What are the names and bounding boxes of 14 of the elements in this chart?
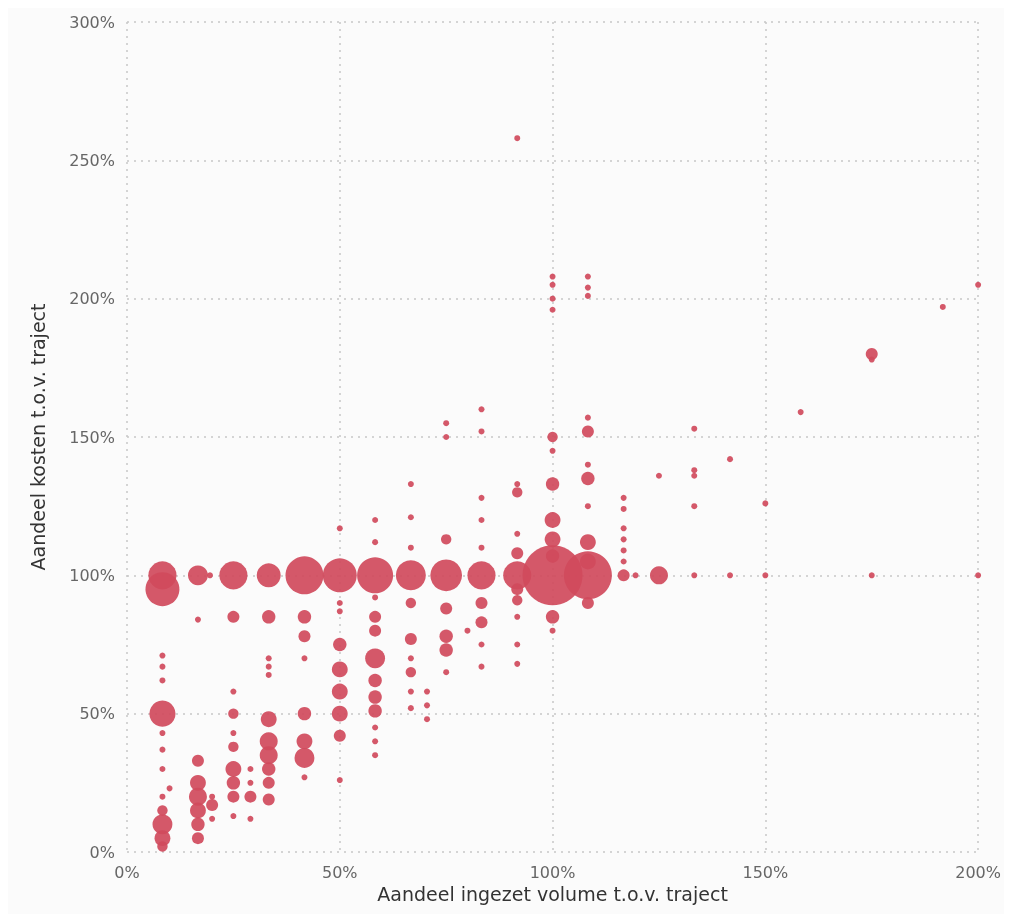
- y-tick-label: 200%: [69, 289, 115, 309]
- y-tick-label: 300%: [69, 12, 115, 32]
- x-tick-label: 150%: [742, 862, 789, 882]
- x-tick-label: 0%: [114, 862, 140, 882]
- y-axis-title: Aandeel kosten t.o.v. traject: [26, 303, 49, 571]
- x-axis-title: Aandeel ingezet volume t.o.v. traject: [377, 883, 728, 906]
- x-tick-label: 100%: [529, 862, 576, 882]
- y-tick-label: 150%: [69, 427, 115, 447]
- x-tick-label: 200%: [955, 862, 1001, 882]
- y-tick-label: 0%: [89, 842, 115, 862]
- y-tick-label: 100%: [69, 565, 115, 585]
- x-tick-label: 50%: [322, 862, 358, 882]
- y-tick-label: 250%: [69, 150, 115, 170]
- y-tick-label: 50%: [79, 704, 115, 724]
